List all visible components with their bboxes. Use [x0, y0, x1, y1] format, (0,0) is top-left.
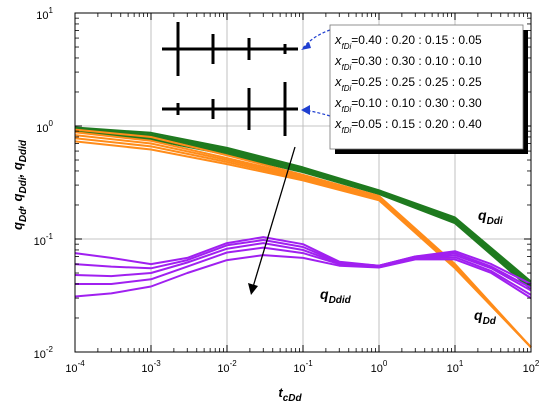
- curve-label-q-dd: qDd: [474, 307, 497, 327]
- legend-entry-4: xfDi=0.10 : 0.10 : 0.30 : 0.30: [334, 95, 482, 114]
- annotation-arrowhead-top: [301, 42, 311, 50]
- legend-entry-2: xfDi=0.30 : 0.30 : 0.10 : 0.10: [334, 53, 482, 72]
- series-line-q-ddid-2: [74, 239, 532, 289]
- x-tick-label: 101: [447, 359, 464, 375]
- annotation-arrowhead-bottom: [301, 105, 310, 115]
- legend-entry-3: xfDi=0.25 : 0.25 : 0.25 : 0.25: [334, 74, 482, 93]
- trend-arrow: [248, 146, 296, 295]
- x-tick-label: 100: [371, 359, 388, 375]
- y-tick-label: 10-2: [34, 345, 54, 361]
- y-tick-label: 101: [36, 6, 53, 22]
- series-lines: [74, 126, 532, 348]
- series-line-q-dd-5: [74, 140, 532, 348]
- x-tick-label: 10-1: [293, 359, 313, 375]
- y-axis-title: qDd, qDdi, qDdid: [10, 139, 29, 230]
- x-tick-label: 10-2: [217, 359, 237, 375]
- x-tick-label: 10-3: [141, 359, 161, 375]
- series-line-q-ddi-5: [74, 130, 532, 290]
- tick-labels: 10-4 10-3 10-2 10-1 100 101 102 10-2 10-1 100 101: [34, 6, 540, 375]
- x-tick-label: 102: [523, 359, 540, 375]
- legend: xfDi=0.40 : 0.20 : 0.15 : 0.05 xfDi=0.30 …: [329, 24, 528, 154]
- y-tick-label: 10-1: [34, 232, 54, 248]
- curve-label-q-ddi: qDdi: [478, 207, 503, 227]
- trend-arrow-shaft: [252, 146, 296, 288]
- fracture-schematic: [162, 22, 298, 136]
- x-tick-label: 10-4: [65, 359, 85, 375]
- series-line-q-ddid-1: [74, 236, 532, 285]
- legend-entry-1: xfDi=0.40 : 0.20 : 0.15 : 0.05: [334, 32, 482, 51]
- series-line-q-ddid-3: [74, 242, 532, 292]
- series-line-q-ddi-1: [74, 126, 532, 283]
- series-line-q-ddid-4: [75, 246, 532, 296]
- y-tick-label: 100: [36, 119, 53, 135]
- x-axis-title: tcDd: [278, 385, 302, 404]
- series-line-q-ddid-5: [74, 254, 532, 299]
- trend-arrow-head: [248, 283, 258, 295]
- series-line-q-ddi-2: [74, 127, 532, 285]
- legend-entry-5: xfDi=0.05 : 0.15 : 0.20 : 0.40: [334, 116, 482, 135]
- curve-label-q-ddid: qDdid: [320, 286, 352, 306]
- series-line-q-dd-1: [74, 128, 532, 348]
- legend-box: [329, 24, 524, 150]
- annotation-arrow-top: [302, 29, 331, 49]
- annotation-arrows: [301, 29, 331, 117]
- series-line-q-ddi-4: [74, 129, 532, 289]
